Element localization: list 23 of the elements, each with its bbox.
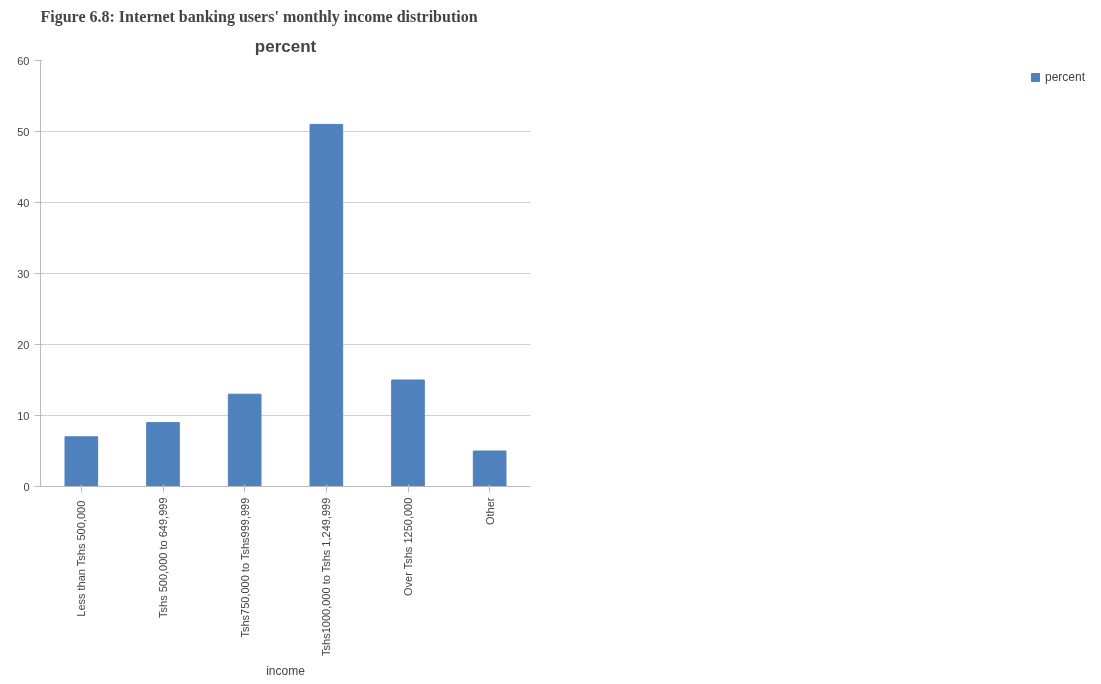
- bar: [227, 393, 262, 487]
- bar: [309, 123, 344, 487]
- x-tick-label: Over Tshs 1250,000: [402, 497, 414, 596]
- legend-label: percent: [1044, 70, 1085, 84]
- x-axis-title: income: [266, 663, 306, 678]
- y-tick-label: 40: [17, 196, 30, 209]
- bar: [472, 450, 507, 487]
- x-tick-label: Other: [483, 497, 496, 526]
- y-tick-label: 0: [23, 480, 30, 493]
- x-tick-label: Tshs1000,000 to Tshs 1,249,999: [320, 497, 333, 656]
- bar: [146, 422, 180, 487]
- y-tick-label: 30: [17, 267, 30, 280]
- x-tick-label: Tshs750,000 to Tshs999,999: [238, 497, 251, 638]
- y-tick-label: 50: [17, 125, 30, 138]
- chart-title: percent: [254, 36, 317, 56]
- y-tick-label: 20: [17, 338, 30, 351]
- x-tick-label: Tshs 500,000 to 649,999: [157, 497, 169, 618]
- x-tick-label: Less than Tshs 500,000: [75, 500, 88, 617]
- y-tick-label: 60: [17, 54, 30, 67]
- y-tick-label: 10: [17, 409, 30, 422]
- bar: [64, 436, 99, 487]
- bar: [391, 379, 425, 487]
- chart-subtitle: Figure 6.8: Internet banking users' monthly income distribution: [40, 7, 478, 26]
